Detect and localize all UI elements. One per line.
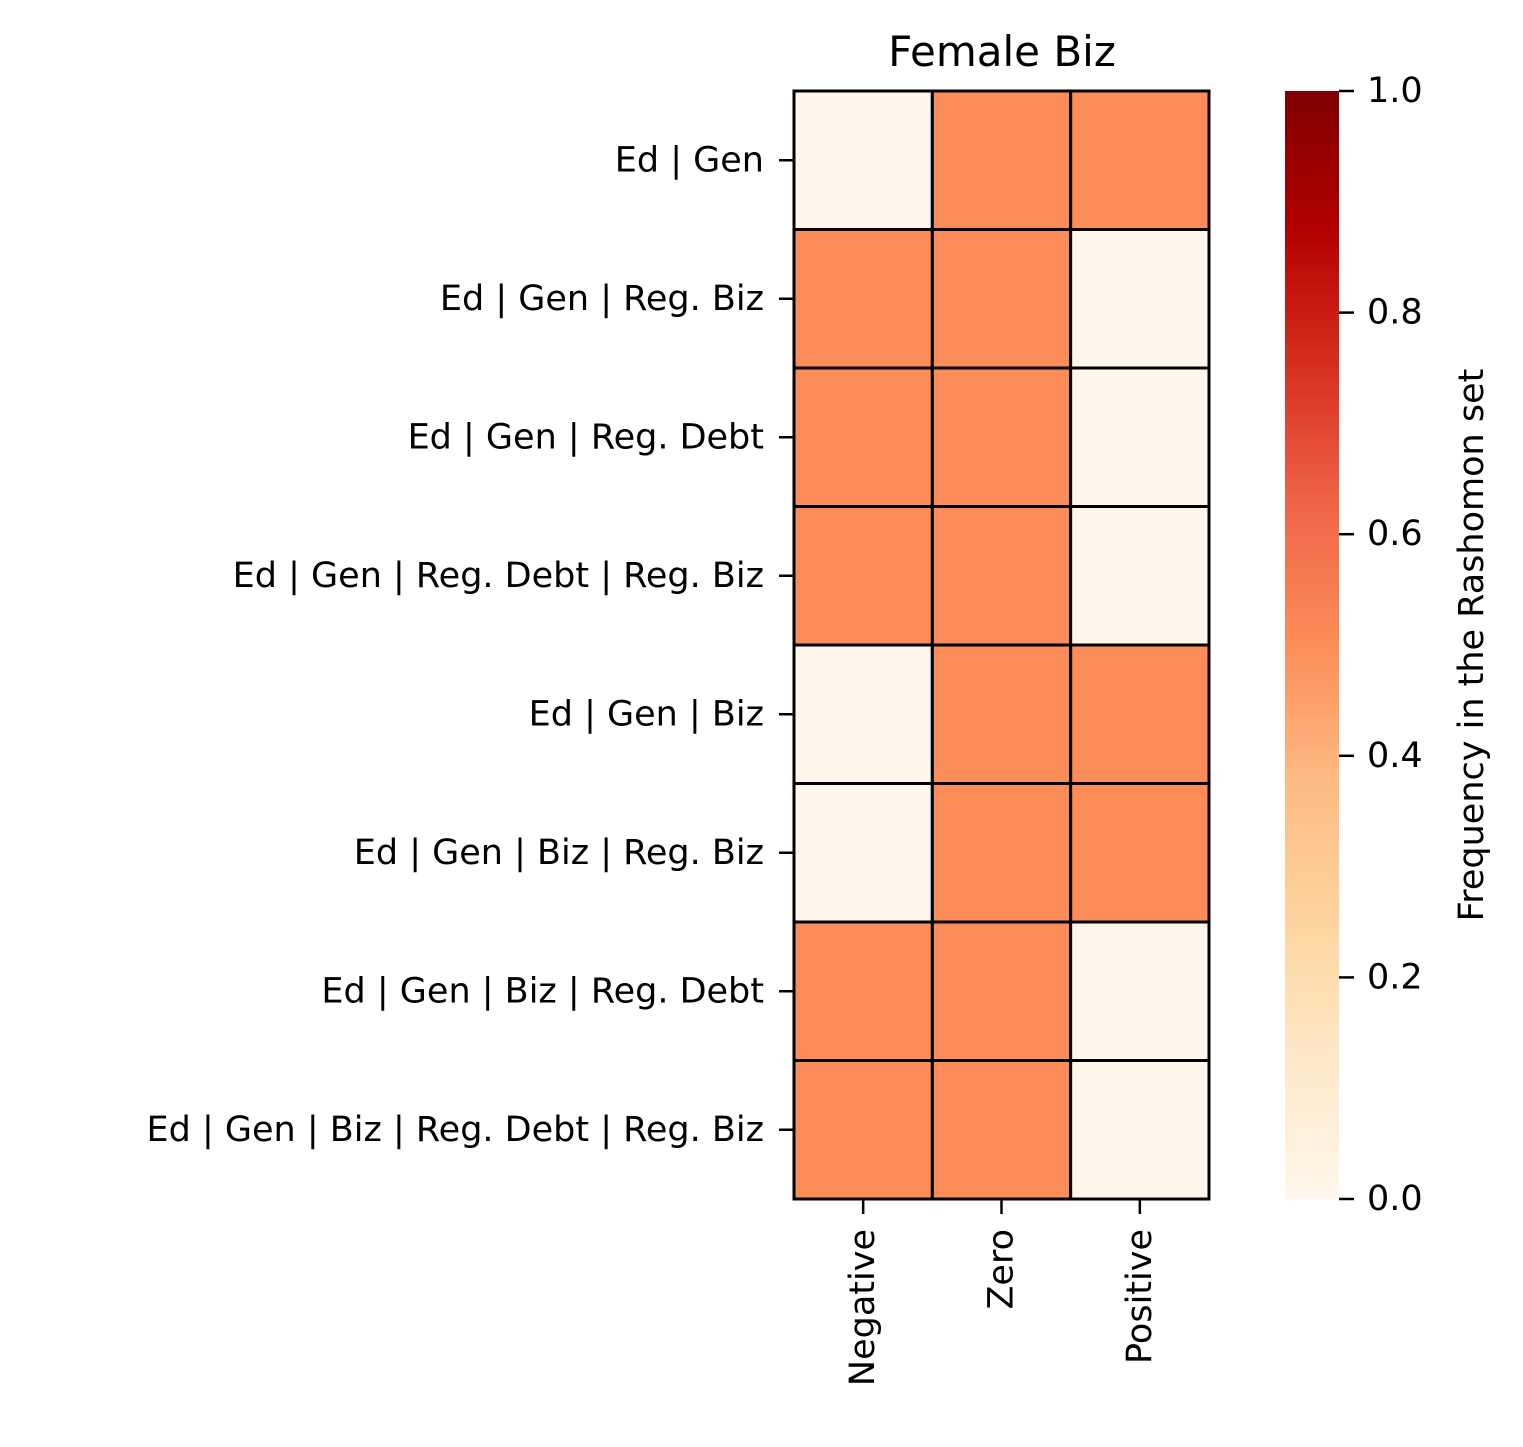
heatmap-cell — [792, 89, 934, 231]
colorbar-gradient — [1285, 91, 1339, 1199]
column-label: Negative — [843, 1229, 883, 1386]
colorbar-label: Frequency in the Rashomon set — [1452, 369, 1492, 922]
heatmap-cell — [930, 782, 1073, 924]
colorbar-tick-label: 0.0 — [1367, 1179, 1423, 1219]
colorbar-tick-label: 0.8 — [1367, 293, 1423, 333]
row-label: Ed | Gen | Reg. Debt | Reg. Biz — [233, 556, 764, 596]
heatmap-cells — [792, 89, 1211, 1201]
heatmap-cell — [792, 366, 934, 508]
heatmap-cell — [1069, 89, 1211, 231]
column-labels: Negative Zero Positive — [843, 1199, 1160, 1386]
heatmap-cell — [930, 643, 1073, 785]
colorbar-tick-label: 1.0 — [1367, 71, 1423, 111]
heatmap-cell — [1069, 505, 1211, 647]
heatmap-cell — [792, 1059, 934, 1201]
row-label: Ed | Gen | Biz | Reg. Debt — [321, 971, 764, 1011]
heatmap-cell — [1069, 366, 1211, 508]
heatmap-cell — [1069, 1059, 1211, 1201]
colorbar — [1285, 91, 1339, 1199]
heatmap-cell — [1069, 643, 1211, 785]
heatmap-cell — [930, 228, 1073, 370]
heatmap-cell — [792, 228, 934, 370]
heatmap-cell — [792, 643, 934, 785]
colorbar-ticks: 0.0 0.2 0.4 0.6 0.8 1.0 — [1339, 71, 1423, 1219]
heatmap-cell — [792, 782, 934, 924]
row-label: Ed | Gen — [615, 140, 764, 180]
column-label: Positive — [1120, 1229, 1160, 1364]
colorbar-tick-label: 0.2 — [1367, 957, 1423, 997]
heatmap-cell — [792, 505, 934, 647]
row-label: Ed | Gen | Biz — [529, 694, 764, 734]
heatmap-cell — [1069, 782, 1211, 924]
heatmap-cell — [930, 920, 1073, 1062]
heatmap-cell — [930, 366, 1073, 508]
row-label: Ed | Gen | Reg. Debt — [408, 417, 764, 457]
column-label: Zero — [982, 1229, 1022, 1310]
row-labels: Ed | Gen Ed | Gen | Reg. Biz Ed | Gen | Re… — [147, 140, 794, 1150]
row-label: Ed | Gen | Biz | Reg. Biz — [354, 833, 764, 873]
row-label: Ed | Gen | Biz | Reg. Debt | Reg. Biz — [147, 1110, 764, 1150]
heatmap-cell — [930, 505, 1073, 647]
row-label: Ed | Gen | Reg. Biz — [440, 279, 764, 319]
heatmap-cell — [1069, 228, 1211, 370]
colorbar-tick-label: 0.4 — [1367, 736, 1423, 776]
colorbar-tick-label: 0.6 — [1367, 514, 1423, 554]
heatmap-cell — [930, 89, 1073, 231]
heatmap-cell — [792, 920, 934, 1062]
heatmap-cell — [1069, 920, 1211, 1062]
heatmap-cell — [930, 1059, 1073, 1201]
chart-title: Female Biz — [888, 27, 1116, 76]
